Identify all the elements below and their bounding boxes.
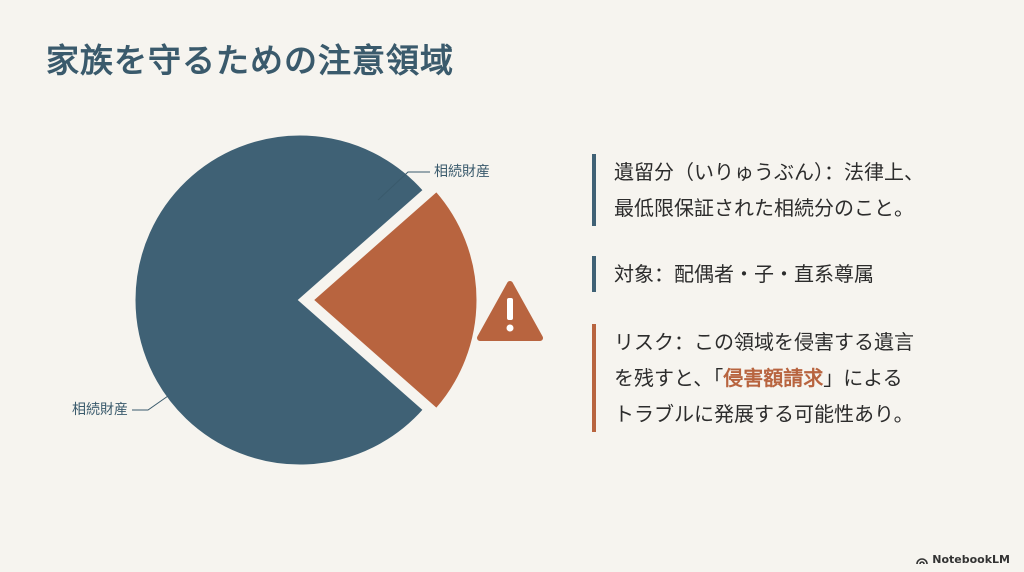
note-text: 対象：配偶者・子・直系尊属 (614, 262, 874, 286)
note: 対象：配偶者・子・直系尊属 (592, 256, 874, 292)
note-line: 最低限保証された相続分のこと。 (614, 190, 924, 226)
slice-label: 相続財産 (72, 401, 128, 418)
slice-label: 相続財産 (434, 163, 490, 180)
leader-line (377, 171, 430, 201)
note-line: 遺留分（いりゅうぶん）：法律上、 (614, 154, 924, 190)
slide-title: 家族を守るための注意領域 (46, 41, 454, 80)
note-text: 最低限保証された相続分のこと。 (614, 196, 914, 220)
leader-line (132, 395, 169, 411)
note-line: トラブルに発展する可能性あり。 (614, 396, 914, 432)
note-text: リスク：この領域を侵害する遺言 (614, 330, 914, 354)
pie-slice (309, 188, 480, 412)
footer: NotebookLM (916, 553, 1010, 566)
note-line: を残すと、「侵害額請求」による (614, 360, 914, 396)
note-line: 対象：配偶者・子・直系尊属 (614, 256, 874, 292)
note: 遺留分（いりゅうぶん）：法律上、 最低限保証された相続分のこと。 (592, 154, 924, 226)
note-text: を残すと、「 (614, 366, 724, 390)
brand-icon (916, 557, 929, 564)
warning-icon (477, 281, 543, 341)
note-text: トラブルに発展する可能性あり。 (614, 402, 914, 426)
brand: NotebookLM (932, 553, 1010, 566)
note-text: 」による (823, 366, 903, 390)
pie-slice (132, 132, 427, 468)
note: リスク：この領域を侵害する遺言 を残すと、「侵害額請求」による トラブルに発展する可… (592, 324, 914, 432)
note-line: リスク：この領域を侵害する遺言 (614, 324, 914, 360)
note-text: 侵害額請求 (723, 366, 824, 390)
note-text: 遺留分（いりゅうぶん）：法律上、 (614, 160, 924, 184)
